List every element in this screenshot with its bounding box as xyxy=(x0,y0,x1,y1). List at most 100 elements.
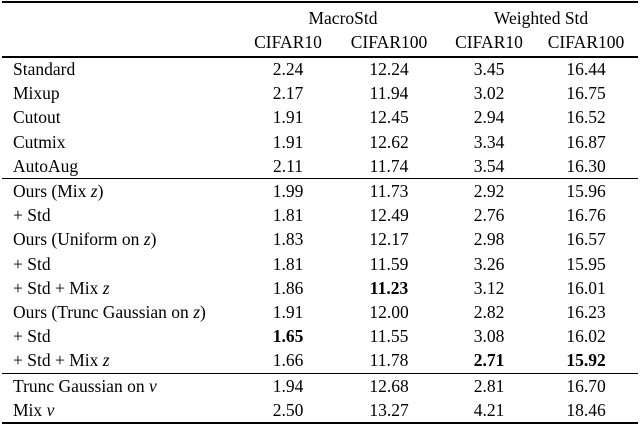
row-label: Ours (Mix z) xyxy=(13,181,104,202)
value-cell: 11.73 xyxy=(369,181,409,202)
value-cell: 2.98 xyxy=(473,229,505,250)
table-row: + Std 1.81 11.59 3.26 15.95 xyxy=(2,252,638,276)
row-label: AutoAug xyxy=(13,155,79,176)
value-cell: 11.74 xyxy=(369,155,409,176)
row-label: + Std + Mix z xyxy=(13,277,110,298)
column-header-row: CIFAR10 CIFAR100 CIFAR10 CIFAR100 xyxy=(2,30,638,57)
value-cell: 1.91 xyxy=(272,107,304,128)
col-header-weighted-cifar10: CIFAR10 xyxy=(455,32,523,53)
value-cell: 2.81 xyxy=(473,375,505,396)
table-row: + Std + Mix z 1.66 11.78 2.71 15.92 xyxy=(2,349,638,374)
value-cell: 2.82 xyxy=(473,301,505,322)
value-cell: 1.66 xyxy=(272,350,304,371)
value-cell: 11.55 xyxy=(369,326,409,347)
value-cell: 3.54 xyxy=(473,155,505,176)
table-section-nu-variants: Trunc Gaussian on ν 1.94 12.68 2.81 16.70 Mix… xyxy=(2,373,639,423)
value-cell: 2.92 xyxy=(473,181,505,202)
value-cell: 1.83 xyxy=(272,229,304,250)
table-row: Mix ν 2.50 13.27 4.21 18.46 xyxy=(2,398,638,423)
value-cell: 2.11 xyxy=(273,155,303,176)
value-cell: 16.52 xyxy=(566,107,606,128)
value-cell: 4.21 xyxy=(473,399,505,420)
value-cell: 3.12 xyxy=(473,277,505,298)
value-cell: 2.17 xyxy=(272,83,304,104)
value-cell: 11.94 xyxy=(369,83,409,104)
value-cell: 16.87 xyxy=(566,131,606,152)
value-cell: 3.02 xyxy=(473,83,505,104)
value-cell: 16.23 xyxy=(566,301,606,322)
row-label: + Std xyxy=(13,253,51,274)
table-row: + Std + Mix z 1.86 11.23 3.12 16.01 xyxy=(2,276,638,300)
value-cell: 16.57 xyxy=(566,229,606,250)
group-header-weighted-std: Weighted Std xyxy=(493,7,589,28)
value-cell: 16.02 xyxy=(566,326,606,347)
group-header-macrostd: MacroStd xyxy=(308,7,378,28)
value-cell: 2.50 xyxy=(272,399,304,420)
value-cell: 15.95 xyxy=(566,253,606,274)
row-label: Mix ν xyxy=(13,399,55,420)
table-row: AutoAug 2.11 11.74 3.54 16.30 xyxy=(2,154,638,179)
col-header-weighted-cifar100: CIFAR100 xyxy=(547,32,625,53)
row-label: Cutmix xyxy=(13,131,66,152)
value-cell: 16.30 xyxy=(566,155,606,176)
value-cell: 12.24 xyxy=(369,59,409,80)
row-label: + Std + Mix z xyxy=(13,350,110,371)
math-symbol: z xyxy=(90,181,98,202)
value-cell: 16.01 xyxy=(566,277,606,298)
table-section-baselines: Standard 2.24 12.24 3.45 16.44 Mixup 2.17 11.94… xyxy=(2,56,639,179)
corner-cell xyxy=(2,30,242,57)
value-cell: 16.70 xyxy=(566,375,606,396)
value-cell: 2.71 xyxy=(473,350,505,371)
value-cell: 11.59 xyxy=(369,253,409,274)
row-label: Ours (Uniform on z) xyxy=(13,229,157,250)
value-cell: 3.26 xyxy=(473,253,505,274)
math-symbol: z xyxy=(102,350,110,371)
table-row: + Std 1.65 11.55 3.08 16.02 xyxy=(2,325,638,349)
row-label: Ours (Trunc Gaussian on z) xyxy=(13,301,206,322)
value-cell: 3.08 xyxy=(473,326,505,347)
value-cell: 12.49 xyxy=(369,205,409,226)
table-header: MacroStd Weighted Std CIFAR10 CIFAR100 C… xyxy=(2,2,639,57)
value-cell: 2.94 xyxy=(473,107,505,128)
col-header-macrostd-cifar100: CIFAR100 xyxy=(350,32,428,53)
table-row: Standard 2.24 12.24 3.45 16.44 xyxy=(2,57,638,82)
math-symbol: ν xyxy=(148,375,157,396)
value-cell: 1.86 xyxy=(272,277,304,298)
math-symbol: ν xyxy=(46,399,55,420)
math-symbol: z xyxy=(102,277,110,298)
value-cell: 3.34 xyxy=(473,131,505,152)
row-label: Cutout xyxy=(13,107,61,128)
value-cell: 12.45 xyxy=(369,107,409,128)
value-cell: 1.91 xyxy=(272,131,304,152)
row-label: + Std xyxy=(13,205,51,226)
table-row: Cutout 1.91 12.45 2.94 16.52 xyxy=(2,106,638,130)
value-cell: 12.00 xyxy=(369,301,409,322)
table-row: Cutmix 1.91 12.62 3.34 16.87 xyxy=(2,130,638,154)
value-cell: 16.75 xyxy=(566,83,606,104)
table-section-ours: Ours (Mix z) 1.99 11.73 2.92 15.96 + Std 1.81 1… xyxy=(2,178,639,374)
value-cell: 15.92 xyxy=(566,350,606,371)
value-cell: 1.81 xyxy=(272,205,304,226)
value-cell: 12.68 xyxy=(369,375,409,396)
table-row: Ours (Uniform on z) 1.83 12.17 2.98 16.57 xyxy=(2,228,638,252)
table-row: Trunc Gaussian on ν 1.94 12.68 2.81 16.70 xyxy=(2,373,638,398)
group-header-row: MacroStd Weighted Std xyxy=(2,2,638,30)
value-cell: 1.94 xyxy=(272,375,304,396)
value-cell: 11.23 xyxy=(369,277,409,298)
value-cell: 15.96 xyxy=(566,181,606,202)
value-cell: 12.17 xyxy=(369,229,409,250)
value-cell: 2.24 xyxy=(272,59,304,80)
value-cell: 16.44 xyxy=(566,59,606,80)
value-cell: 1.65 xyxy=(272,326,304,347)
value-cell: 1.99 xyxy=(272,181,304,202)
value-cell: 16.76 xyxy=(566,205,606,226)
table-row: Ours (Mix z) 1.99 11.73 2.92 15.96 xyxy=(2,179,638,204)
row-label: Trunc Gaussian on ν xyxy=(13,375,157,396)
row-label: + Std xyxy=(13,326,51,347)
table-row: Mixup 2.17 11.94 3.02 16.75 xyxy=(2,82,638,106)
row-label: Standard xyxy=(13,59,76,80)
corner-cell xyxy=(2,2,242,30)
value-cell: 13.27 xyxy=(369,399,409,420)
